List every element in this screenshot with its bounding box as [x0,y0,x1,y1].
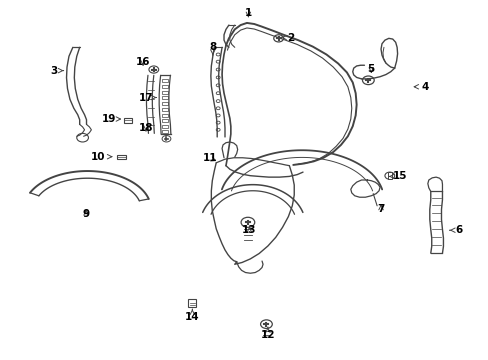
Text: 2: 2 [281,33,294,43]
Bar [162,114,168,117]
Text: 1: 1 [244,8,251,18]
FancyBboxPatch shape [117,154,125,159]
Text: 7: 7 [377,204,384,214]
Text: 3: 3 [51,66,63,76]
Text: 11: 11 [203,153,217,163]
Text: 10: 10 [91,152,112,162]
Text: 16: 16 [136,57,150,67]
Bar [162,79,168,82]
Text: 12: 12 [260,327,275,340]
Text: 9: 9 [82,209,89,219]
Bar [162,120,168,122]
Bar [162,130,168,133]
FancyBboxPatch shape [188,300,196,307]
Text: 5: 5 [367,64,374,74]
Bar [162,96,168,99]
Text: 17: 17 [139,93,156,103]
Bar [162,102,168,105]
Text: 18: 18 [139,123,153,133]
Text: 8: 8 [209,42,216,55]
Text: 13: 13 [242,225,256,235]
Bar [162,125,168,128]
Text: 19: 19 [102,114,120,124]
Text: 15: 15 [389,171,407,181]
Text: 14: 14 [184,309,199,322]
FancyBboxPatch shape [387,172,391,179]
Bar [162,91,168,94]
Text: 4: 4 [413,82,427,92]
FancyBboxPatch shape [123,118,132,123]
Text: 6: 6 [449,225,462,235]
Bar [162,85,168,88]
Bar [162,108,168,111]
